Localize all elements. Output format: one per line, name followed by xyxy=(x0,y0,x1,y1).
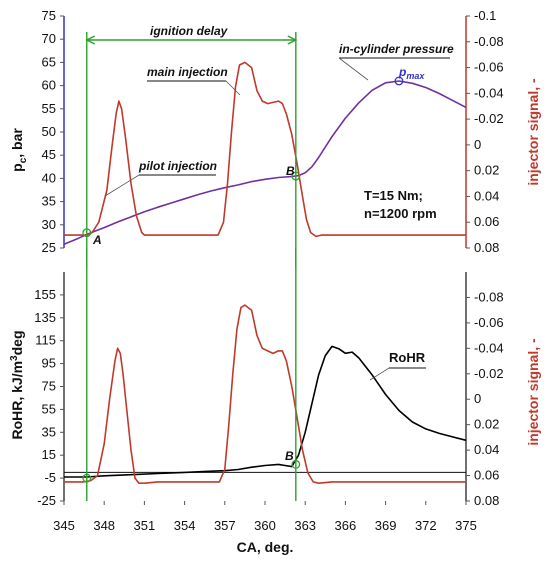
top-left-tick-labels: 25 30 35 40 45 50 55 60 65 70 75 xyxy=(42,8,64,255)
right-tick-label: -0.08 xyxy=(474,34,504,49)
x-tick-label: 369 xyxy=(375,518,397,533)
main-injection-leader xyxy=(225,80,241,96)
right-tick-label: 0 xyxy=(474,137,481,152)
main-injection-label: main injection xyxy=(147,65,228,79)
RoHR-line xyxy=(64,345,467,478)
bottom-left-tick-labels: -25 -5 15 35 55 75 95 115 135 155 xyxy=(34,287,64,508)
bottom-series xyxy=(64,304,467,484)
ignition-delay-label: ignition delay xyxy=(150,24,229,38)
top-series xyxy=(63,61,467,246)
condition-speed: n=1200 rpm xyxy=(364,206,437,221)
right-tick-label: 0.02 xyxy=(474,417,499,432)
arrow-head-right xyxy=(287,35,298,45)
left-tick-label: 55 xyxy=(42,401,56,416)
injector-signal-line xyxy=(64,61,466,238)
point-b-label-top: B xyxy=(286,164,295,178)
left-tick-label: 50 xyxy=(42,124,56,139)
left-tick-label: -5 xyxy=(44,470,56,485)
marker-b xyxy=(291,459,301,469)
top-right-axis-label: injector signal, - xyxy=(525,78,541,186)
bottom-overlay xyxy=(82,248,426,501)
in-cylinder-pressure-label: in-cylinder pressure xyxy=(339,42,454,56)
left-tick-label: 75 xyxy=(42,8,56,23)
bottom-right-axis-label: injector signal, - xyxy=(525,338,541,446)
top-right-tick-labels: -0.1 -0.08 -0.06 -0.04 -0.02 0 0.02 0.04 0.06 0.0… xyxy=(466,8,504,255)
right-tick-label: 0.04 xyxy=(474,442,499,457)
left-tick-label: 40 xyxy=(42,170,56,185)
x-tick-label: 363 xyxy=(294,518,316,533)
x-axis-label: CA, deg. xyxy=(237,539,294,555)
left-tick-label: 115 xyxy=(35,333,56,348)
right-tick-label: -0.02 xyxy=(474,366,504,381)
left-tick-label: 60 xyxy=(42,78,56,93)
pilot-injection-label: pilot injection xyxy=(138,159,217,173)
in-cylinder-pressure-line xyxy=(63,80,467,246)
marker-c xyxy=(82,473,92,483)
arrow-head-left xyxy=(85,35,96,45)
x-tick-label: 360 xyxy=(254,518,276,533)
left-tick-label: 95 xyxy=(42,356,56,371)
point-a-label: A xyxy=(92,233,102,247)
top-overlay xyxy=(82,32,450,268)
right-tick-label: -0.06 xyxy=(474,315,504,330)
right-tick-label: 0.06 xyxy=(474,468,499,483)
right-tick-label: 0.04 xyxy=(474,188,499,203)
left-tick-label: 15 xyxy=(42,447,56,462)
left-tick-label: 30 xyxy=(42,217,56,232)
right-tick-label: 0.02 xyxy=(474,163,499,178)
left-tick-label: 65 xyxy=(42,54,56,69)
right-tick-label: -0.04 xyxy=(474,85,504,100)
left-tick-label: 135 xyxy=(34,310,56,325)
bottom-panel: -25 -5 15 35 55 75 95 115 135 155 -0.08 -0.06 -0.04… xyxy=(9,248,541,555)
right-tick-label: -0.06 xyxy=(474,60,504,75)
x-tick-label: 348 xyxy=(93,518,115,533)
right-tick-label: 0.08 xyxy=(474,493,499,508)
right-tick-label: 0 xyxy=(474,391,481,406)
bottom-right-tick-labels: -0.08 -0.06 -0.04 -0.02 0 0.02 0.04 0.06 0.08 xyxy=(466,289,504,508)
rohr-leader xyxy=(369,367,390,381)
pilot-injection-leader xyxy=(104,174,140,197)
marker-a xyxy=(82,228,92,238)
marker-pmax xyxy=(394,76,404,86)
pressure-leader xyxy=(338,57,369,81)
left-tick-label: 155 xyxy=(34,287,56,302)
left-tick-label: 45 xyxy=(42,147,56,162)
right-tick-label: -0.04 xyxy=(474,340,504,355)
left-tick-label: 55 xyxy=(42,101,56,116)
left-tick-label: 70 xyxy=(42,31,56,46)
condition-torque: T=15 Nm; xyxy=(364,188,423,203)
x-tick-labels: 345 348 351 354 357 360 363 366 369 372 375 xyxy=(53,501,477,533)
top-left-axis-label: pc, bar xyxy=(9,128,29,172)
right-tick-label: 0.08 xyxy=(474,240,499,255)
left-tick-label: 35 xyxy=(42,194,56,209)
x-tick-label: 345 xyxy=(53,518,75,533)
injector-signal-line xyxy=(64,304,466,484)
rohr-label: RoHR xyxy=(389,350,426,365)
point-b-label-bottom: B xyxy=(285,449,294,463)
marker-b xyxy=(291,171,301,181)
x-tick-label: 351 xyxy=(134,518,156,533)
x-tick-label: 354 xyxy=(174,518,196,533)
right-tick-label: -0.08 xyxy=(474,289,504,304)
x-tick-label: 366 xyxy=(335,518,357,533)
x-tick-label: 372 xyxy=(415,518,437,533)
pmax-label: pmax xyxy=(398,65,425,81)
right-tick-label: -0.1 xyxy=(474,8,496,23)
left-tick-label: 35 xyxy=(42,424,56,439)
left-tick-label: 25 xyxy=(42,240,56,255)
left-tick-label: -25 xyxy=(37,493,56,508)
bottom-left-axis-label: RoHR, kJ/m3deg xyxy=(9,330,25,439)
x-tick-label: 375 xyxy=(455,518,477,533)
right-tick-label: -0.02 xyxy=(474,111,504,126)
left-tick-label: 75 xyxy=(42,379,56,394)
right-tick-label: 0.06 xyxy=(474,214,499,229)
x-tick-label: 357 xyxy=(214,518,236,533)
